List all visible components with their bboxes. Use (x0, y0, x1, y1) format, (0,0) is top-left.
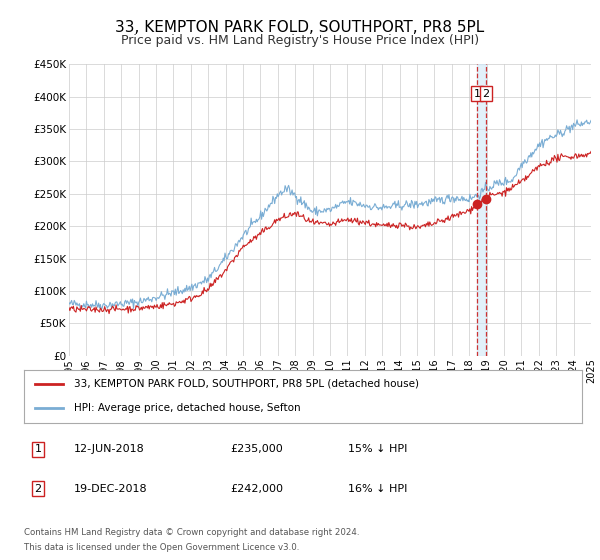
Text: 12-JUN-2018: 12-JUN-2018 (74, 445, 145, 454)
Text: This data is licensed under the Open Government Licence v3.0.: This data is licensed under the Open Gov… (24, 543, 299, 552)
Point (32, 405, 39, 412)
Text: HPI: Average price, detached house, Sefton: HPI: Average price, detached house, Seft… (74, 403, 301, 413)
Text: 16% ↓ HPI: 16% ↓ HPI (347, 484, 407, 493)
Text: 19-DEC-2018: 19-DEC-2018 (74, 484, 148, 493)
Text: 2: 2 (34, 484, 41, 493)
Text: Contains HM Land Registry data © Crown copyright and database right 2024.: Contains HM Land Registry data © Crown c… (24, 528, 359, 536)
Text: 33, KEMPTON PARK FOLD, SOUTHPORT, PR8 5PL (detached house): 33, KEMPTON PARK FOLD, SOUTHPORT, PR8 5P… (74, 379, 419, 389)
Text: 33, KEMPTON PARK FOLD, SOUTHPORT, PR8 5PL: 33, KEMPTON PARK FOLD, SOUTHPORT, PR8 5P… (115, 20, 485, 35)
Bar (477, 64, 486, 356)
Text: 2: 2 (482, 88, 490, 99)
Point (32, 381, 39, 388)
Text: 15% ↓ HPI: 15% ↓ HPI (347, 445, 407, 454)
Point (59, 381, 67, 388)
Text: £242,000: £242,000 (230, 484, 283, 493)
Text: £235,000: £235,000 (230, 445, 283, 454)
Point (59, 405, 67, 412)
Text: 1: 1 (473, 88, 481, 99)
Text: 1: 1 (34, 445, 41, 454)
Text: Price paid vs. HM Land Registry's House Price Index (HPI): Price paid vs. HM Land Registry's House … (121, 34, 479, 46)
